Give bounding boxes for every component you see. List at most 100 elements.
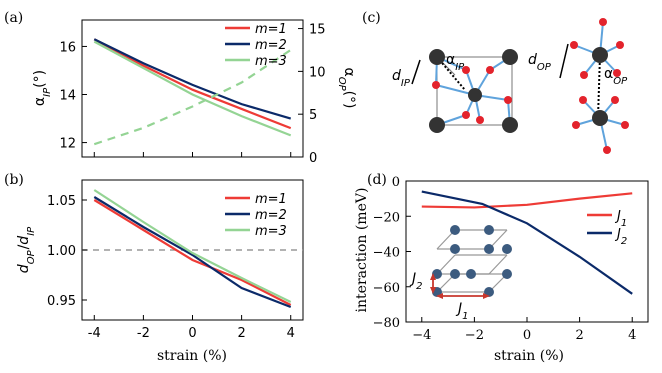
- y-tick-label: 0.95: [47, 294, 76, 309]
- y-tick-label: 12: [59, 137, 76, 152]
- y-tick-label-right: 5: [309, 108, 317, 123]
- legend-label: m=3: [255, 54, 287, 69]
- y-tick-label: 14: [59, 89, 76, 104]
- oxygen-atom: [599, 18, 607, 26]
- legend-label: m=3: [255, 224, 287, 239]
- y-ticks-b: 0.95 1.00 1.05: [47, 194, 87, 309]
- oxygen-atom: [621, 121, 629, 129]
- y-tick-label-right: 15: [309, 23, 326, 38]
- panel-label-d: (d): [367, 172, 387, 188]
- x-tick-label: 2: [575, 328, 583, 343]
- x-ticks-d: −4 −2 0 2 4: [412, 317, 636, 343]
- legend-label: m=2: [255, 208, 287, 223]
- oxygen-atom: [580, 71, 588, 79]
- series-d: [421, 190, 633, 295]
- series-line-m=3: [93, 40, 292, 137]
- series-line-alpha-op: [93, 49, 292, 146]
- x-ticks-b: -4 -2 0 2 4: [88, 315, 295, 341]
- series-a: [93, 38, 292, 146]
- dOP-arrow: [559, 43, 569, 79]
- y-tick-label: 1.05: [47, 194, 76, 209]
- oxygen-atom: [476, 116, 484, 124]
- dIP-arrow: [411, 59, 421, 85]
- x-ticks-a: [93, 152, 292, 157]
- panel-label-a: (a): [4, 10, 23, 26]
- series-b: [93, 189, 292, 309]
- oxygen-atom: [570, 41, 578, 49]
- x-tick-label: 4: [628, 328, 636, 343]
- y-tick-label-right: 10: [309, 65, 326, 80]
- y-tick-label: −40: [373, 246, 400, 261]
- x-tick-label: -2: [137, 326, 150, 341]
- series-line-m=2: [93, 38, 292, 120]
- series-line-J2: [421, 190, 633, 295]
- metal-atom: [502, 49, 518, 65]
- metal-atom: [429, 117, 445, 133]
- dOP-label: dOP: [528, 52, 552, 73]
- series-line-m=2: [93, 196, 292, 309]
- metal-atom: [429, 49, 445, 65]
- dOP-marker: [597, 54, 601, 119]
- legend-a: m=1m=2m=3: [225, 22, 287, 69]
- atoms-right: [570, 18, 629, 154]
- y-ticks-a: 12 14 16: [59, 40, 87, 152]
- legend-label: m=1: [255, 192, 287, 207]
- legend-label: m=1: [255, 22, 287, 37]
- inset-j1-label: J1: [455, 301, 469, 322]
- y-axis-label-b: dOP/dIP: [16, 226, 37, 273]
- x-tick-label: −2: [465, 328, 484, 343]
- oxygen-atom: [486, 66, 494, 74]
- y-tick-label: −20: [373, 210, 400, 225]
- y-axis-label-a: αIP(°): [32, 70, 53, 106]
- panel-c-schematic: (c): [362, 10, 629, 154]
- oxygen-atom: [613, 69, 621, 77]
- metal-atom: [502, 117, 518, 133]
- legend-label: J1: [614, 209, 627, 229]
- y-tick-label: 0: [392, 175, 400, 190]
- x-tick-label: 0: [188, 326, 196, 341]
- y-tick-label: 1.00: [47, 244, 76, 259]
- distance-markers-left: [436, 56, 466, 91]
- x-tick-label: -4: [88, 326, 101, 341]
- y-tick-label: −60: [373, 281, 400, 296]
- alphaIP-label: αIP: [446, 52, 465, 73]
- oxygen-atom: [462, 66, 470, 74]
- y-axis-label-d: interaction (meV): [354, 188, 370, 313]
- x-tick-label: −4: [412, 328, 431, 343]
- x-axis-label-b: strain (%): [157, 348, 227, 364]
- legend-label: J2: [614, 227, 627, 247]
- y-tick-label: 16: [59, 40, 76, 55]
- metal-atom: [468, 88, 482, 102]
- oxygen-atom: [579, 96, 587, 104]
- y-ticks-right-a: 0 5 10 15: [298, 23, 326, 166]
- panel-b: (b) 0.95 1.00 1.05 -4 -2 0 2 4 m=1m=2m=3 dOP/d…: [4, 172, 304, 364]
- dIP-label: dIP: [392, 68, 411, 89]
- x-tick-label: 2: [237, 326, 245, 341]
- series-line-m=1: [93, 199, 292, 306]
- legend-b: m=1m=2m=3: [225, 192, 287, 239]
- oxygen-atom: [616, 41, 624, 49]
- inset-j2-label: J2: [409, 271, 423, 292]
- series-line-J1: [421, 192, 633, 209]
- oxygen-atom: [603, 146, 611, 154]
- panel-label-b: (b): [4, 172, 24, 188]
- y-ticks-d: 0 −20 −40 −60 −80: [373, 175, 411, 331]
- series-line-m=1: [93, 38, 292, 130]
- panel-label-c: (c): [362, 10, 381, 26]
- y-axis-label-right-a: αOP(°): [337, 67, 358, 108]
- series-line-m=3: [93, 189, 292, 303]
- oxygen-atom: [504, 96, 512, 104]
- panel-a: (a) 12 14 16 0 5 10 15 m=1m=2m=3 αIP(°) αOP(°…: [4, 10, 357, 166]
- atoms-left: [429, 49, 518, 133]
- x-tick-label: 4: [287, 326, 295, 341]
- y-tick-label: −80: [373, 316, 400, 331]
- x-tick-label: 0: [523, 328, 531, 343]
- y-tick-label-right: 0: [309, 151, 317, 166]
- oxygen-atom: [572, 121, 580, 129]
- legend-label: m=2: [255, 38, 287, 53]
- x-axis-label-d: strain (%): [494, 348, 564, 364]
- alphaOP-label: αOP: [604, 66, 628, 87]
